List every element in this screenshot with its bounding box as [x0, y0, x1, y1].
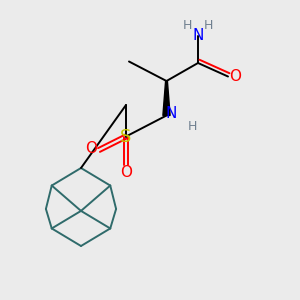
Text: O: O [85, 141, 98, 156]
Text: S: S [120, 128, 132, 146]
Text: N: N [192, 28, 204, 44]
Text: H: H [183, 19, 192, 32]
Text: O: O [230, 69, 242, 84]
Text: H: H [204, 19, 213, 32]
Text: O: O [120, 165, 132, 180]
Text: H: H [187, 120, 197, 133]
Text: N: N [165, 106, 177, 122]
Polygon shape [163, 81, 170, 116]
